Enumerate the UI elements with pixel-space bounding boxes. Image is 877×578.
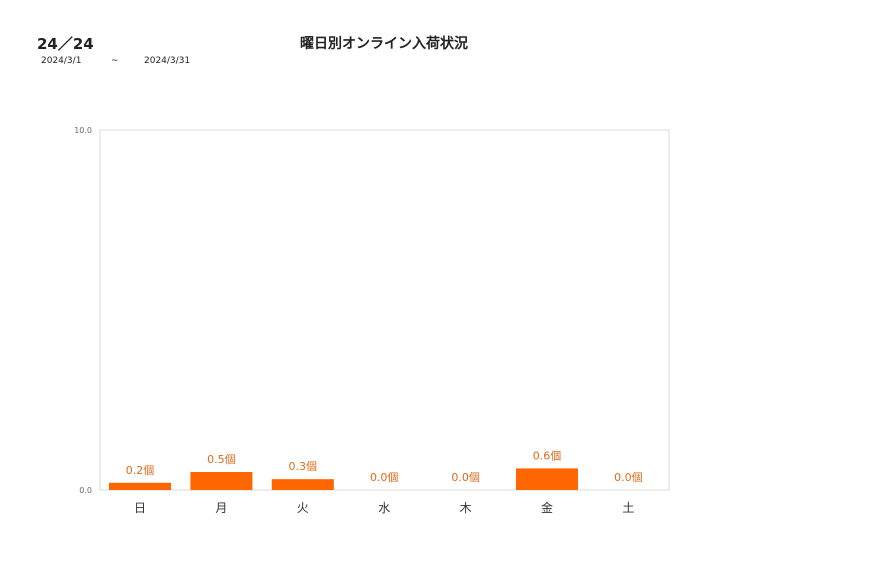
y-tick-label: 0.0 bbox=[79, 486, 92, 495]
bar bbox=[516, 468, 578, 490]
x-tick-label: 木 bbox=[460, 501, 472, 515]
x-tick-label: 日 bbox=[134, 501, 146, 515]
data-label: 0.3個 bbox=[289, 460, 318, 473]
data-label: 0.6個 bbox=[533, 449, 562, 462]
data-label: 0.5個 bbox=[207, 453, 236, 466]
data-label: 0.0個 bbox=[451, 471, 480, 484]
plot-area bbox=[99, 129, 670, 491]
date-separator: ~ bbox=[111, 56, 119, 66]
start-date: 2024/3/1 bbox=[41, 56, 82, 66]
code-title: 24／24 bbox=[37, 35, 94, 53]
x-tick-label: 火 bbox=[297, 501, 309, 515]
end-date: 2024/3/31 bbox=[144, 56, 191, 66]
bar bbox=[271, 479, 334, 490]
chart-title: 曜日別オンライン入荷状況 bbox=[300, 36, 468, 52]
data-label: 0.0個 bbox=[614, 471, 643, 484]
x-tick-label: 月 bbox=[215, 501, 227, 515]
x-tick-label: 土 bbox=[622, 501, 634, 515]
y-tick-label: 10.0 bbox=[74, 126, 92, 135]
bar bbox=[190, 472, 253, 490]
data-label: 0.0個 bbox=[370, 471, 399, 484]
data-label: 0.2個 bbox=[126, 464, 155, 477]
x-tick-label: 金 bbox=[541, 500, 553, 515]
x-tick-label: 水 bbox=[378, 501, 390, 515]
bar bbox=[109, 482, 171, 490]
